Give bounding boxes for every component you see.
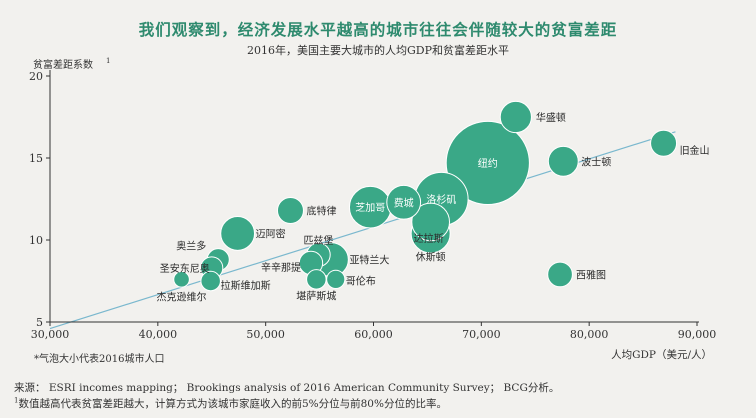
- bubble: [306, 269, 327, 290]
- bubble-label: 波士顿: [581, 155, 611, 168]
- bubble-label: 休斯顿: [416, 250, 446, 263]
- bubble: [173, 271, 190, 288]
- x-tick-label: 60,000: [354, 328, 393, 341]
- y-tick-label: 10: [29, 234, 43, 247]
- bubble-label: 拉斯维加斯: [221, 279, 271, 292]
- bubble-label: 西雅图: [576, 268, 606, 281]
- bubble-label: 洛杉矶: [426, 193, 456, 206]
- x-tick-label: 90,000: [678, 328, 717, 341]
- x-tick-label: 40,000: [139, 328, 178, 341]
- bubble-label: 迈阿密: [256, 227, 286, 240]
- source-footnote: 来源： ESRI incomes mapping； Brookings anal…: [14, 382, 560, 394]
- footnote-text: 数值越高代表贫富差距越大，计算方式为该城市家庭收入的前5%分位与前80%分位的比…: [18, 398, 447, 410]
- bubble-label: 华盛顿: [536, 111, 566, 124]
- y-axis-label-superscript: 1: [106, 57, 110, 65]
- bubble-label: 圣安东尼奥: [160, 262, 210, 275]
- bubble: [547, 145, 579, 177]
- definition-footnote: 1数值越高代表贫富差距越大，计算方式为该城市家庭收入的前5%分位与前80%分位的…: [14, 396, 447, 411]
- bubble: [326, 269, 346, 289]
- bubble-label: 达拉斯: [414, 232, 444, 245]
- bubble: [220, 216, 256, 251]
- bubble-label: 匹兹堡: [304, 234, 334, 247]
- bubble-label: 芝加哥: [355, 201, 385, 214]
- x-axis-label: 人均GDP（美元/人）: [611, 348, 712, 361]
- x-tick-label: 80,000: [570, 328, 609, 341]
- bubble-label: 底特律: [306, 204, 336, 217]
- x-tick-label: 30,000: [31, 328, 70, 341]
- bubble-label: 亚特兰大: [349, 254, 389, 267]
- x-tick-label: 70,000: [462, 328, 501, 341]
- chart-title: 我们观察到，经济发展水平越高的城市往往会伴随较大的贫富差距: [138, 20, 618, 39]
- bubble-label: 辛辛那提: [261, 261, 301, 274]
- y-tick-label: 15: [29, 152, 43, 165]
- bubble-label: 杰克逊维尔: [157, 290, 207, 303]
- bubble: [411, 202, 451, 242]
- y-axis-label: 贫富差距系数: [33, 58, 93, 71]
- bubble: [200, 270, 221, 292]
- y-tick-label: 20: [29, 70, 43, 83]
- chart-subtitle: 2016年，美国主要大城市的人均GDP和贫富差距水平: [246, 44, 509, 57]
- bubble: [650, 129, 678, 157]
- bubble-label: 堪萨斯城: [296, 289, 336, 302]
- bubble-label: 纽约: [478, 157, 498, 170]
- bubble-label: 哥伦布: [346, 274, 376, 287]
- y-tick-label: 5: [36, 316, 43, 329]
- bubble: [386, 184, 422, 220]
- bubble-label: 旧金山: [680, 144, 710, 157]
- bubble: [547, 261, 573, 288]
- bubble: [499, 100, 532, 134]
- bubble-size-note: *气泡大小代表2016城市人口: [34, 354, 165, 365]
- bubble: [445, 120, 530, 206]
- footnote-marker: 1: [14, 396, 19, 405]
- bubble-label: 奥兰多: [176, 240, 206, 253]
- bubble-label: 费城: [394, 196, 414, 209]
- x-tick-label: 50,000: [246, 328, 285, 341]
- bubble: [276, 196, 304, 224]
